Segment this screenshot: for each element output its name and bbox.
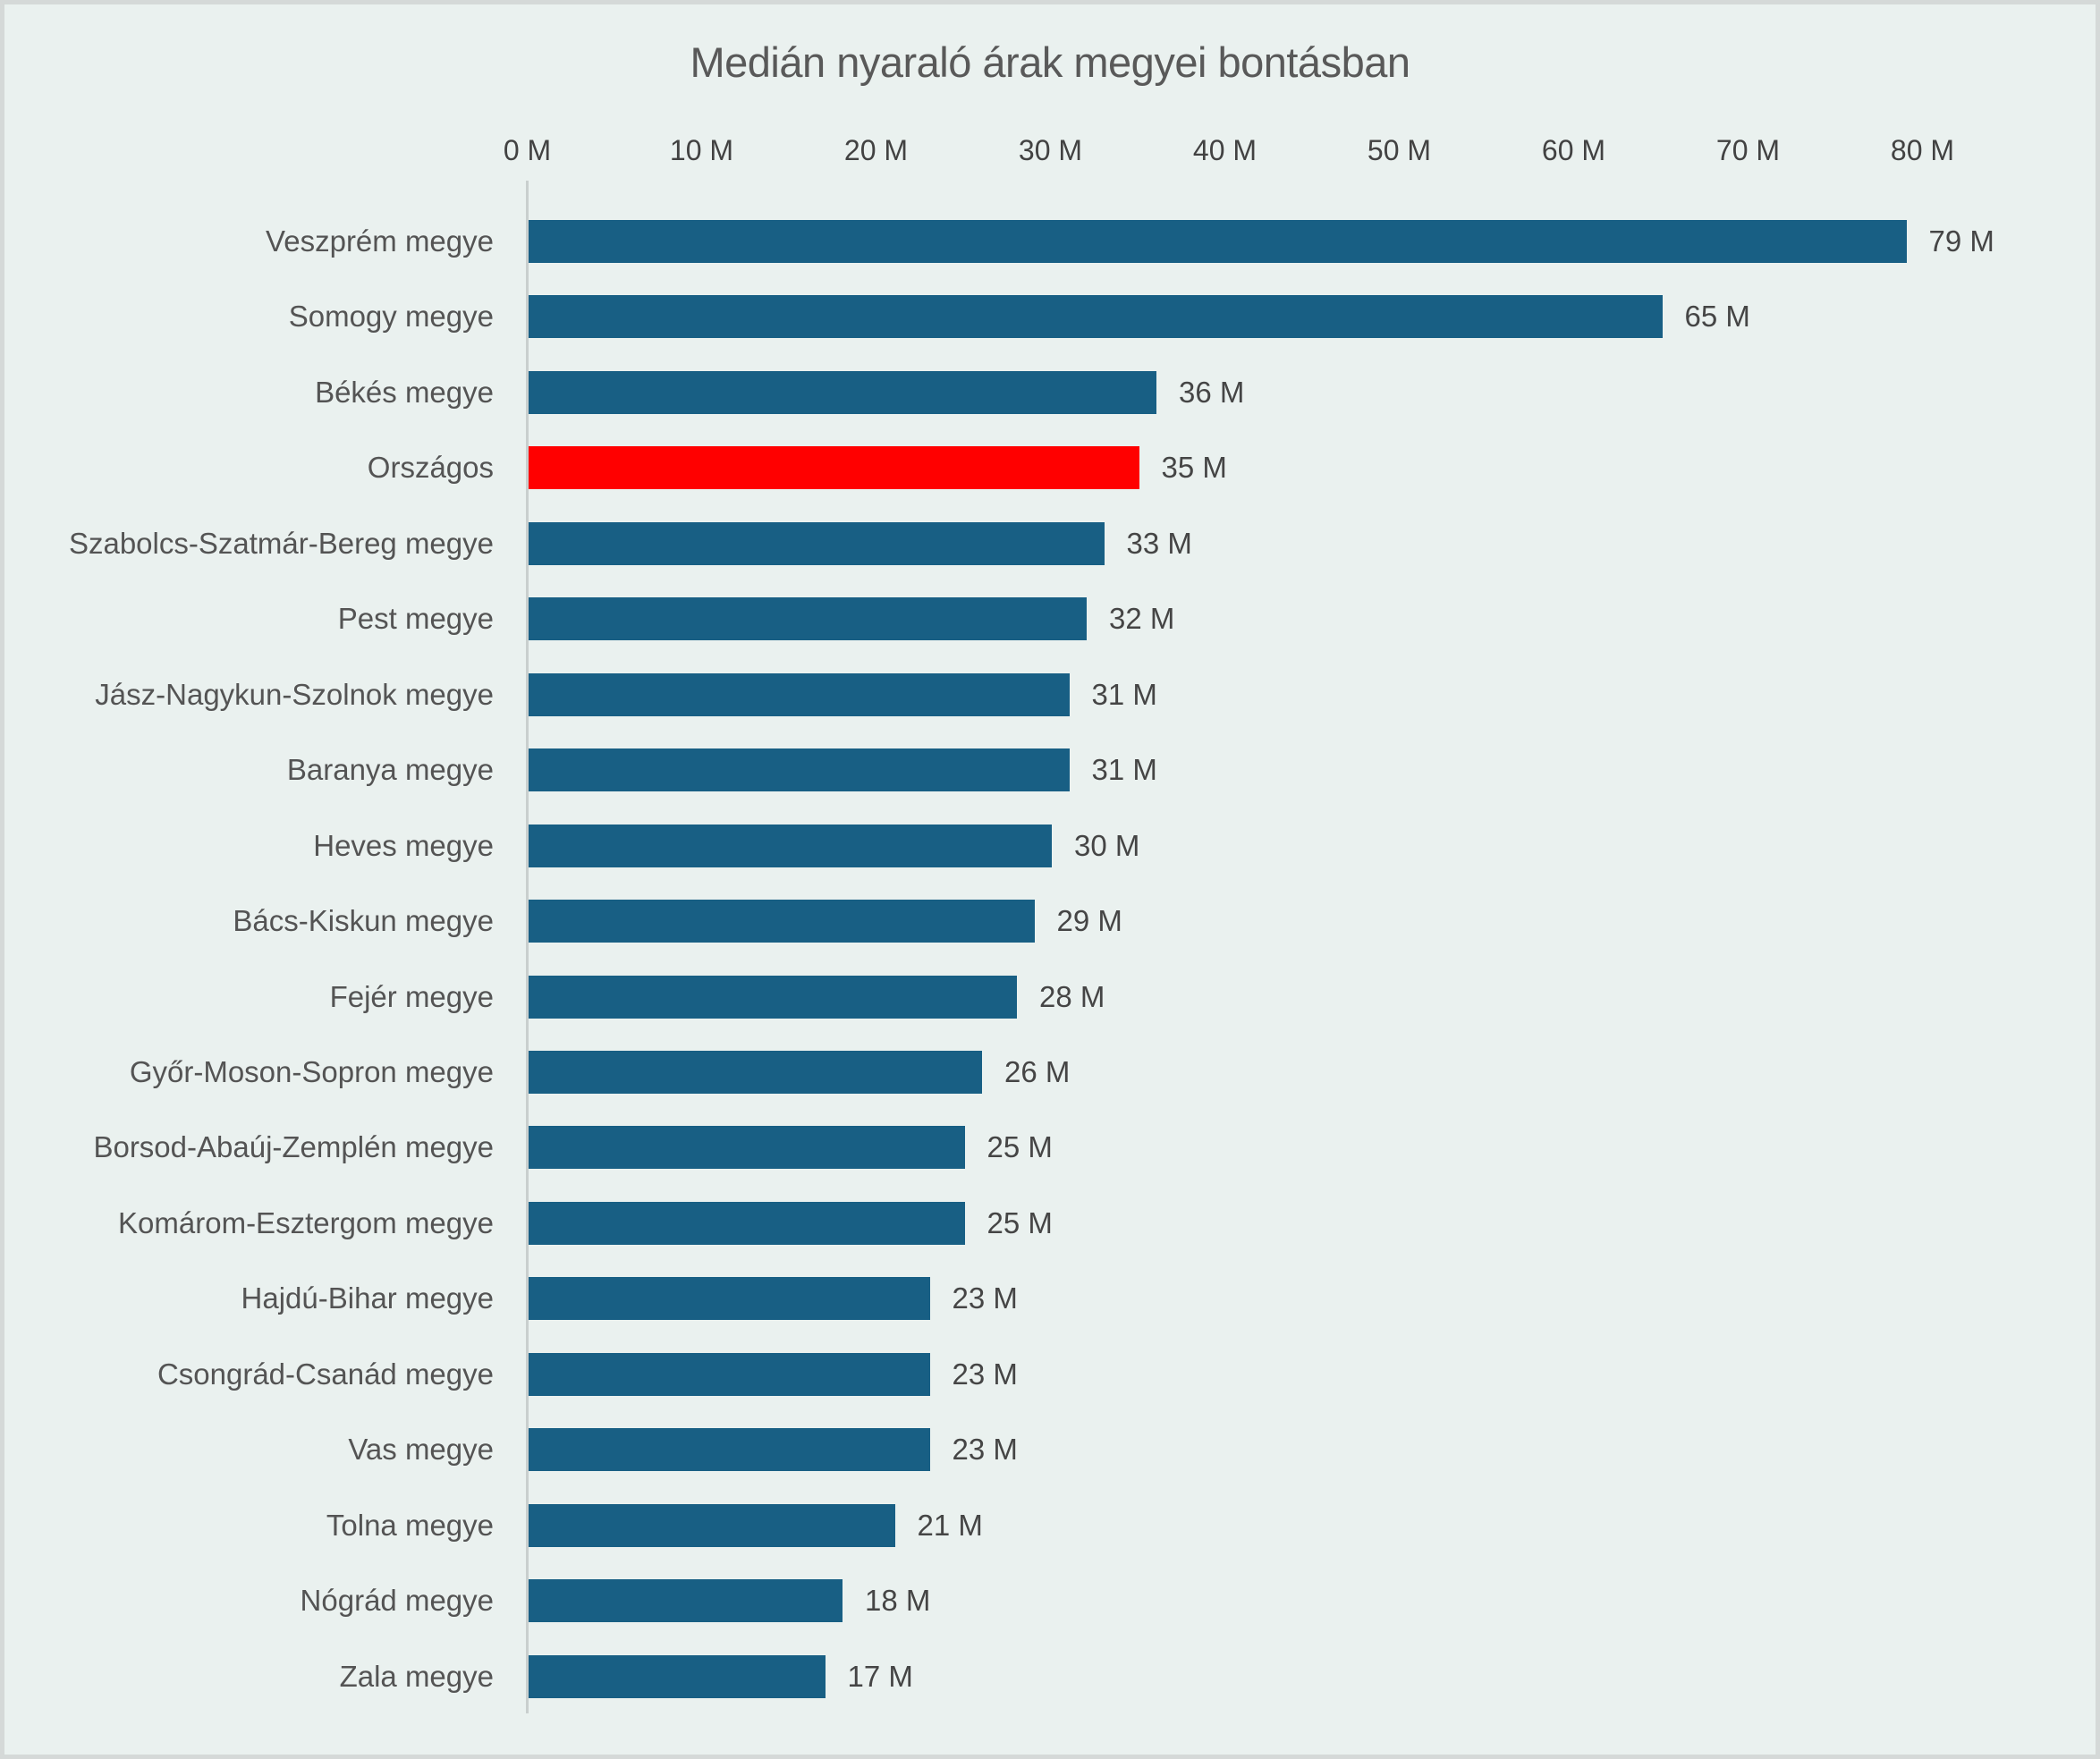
bar-row: Szabolcs-Szatmár-Bereg megye 33 M	[0, 521, 2100, 565]
value-label: 21 M	[917, 1508, 983, 1542]
bar	[529, 220, 1907, 263]
chart-title: Medián nyaraló árak megyei bontásban	[690, 38, 1410, 86]
x-axis-tick-label: 40 M	[1192, 134, 1257, 166]
value-label: 30 M	[1074, 828, 1140, 862]
x-axis-tick-label: 0 M	[503, 134, 552, 166]
bar-row: Jász-Nagykun-Szolnok megye 31 M	[0, 672, 2100, 716]
category-label: Heves megye	[313, 828, 494, 862]
category-label: Nógrád megye	[300, 1584, 494, 1618]
category-label: Pest megye	[337, 602, 494, 636]
x-axis-tick-label: 10 M	[669, 134, 734, 166]
value-label: 25 M	[986, 1205, 1053, 1239]
bar-row: Nógrád megye 18 M	[0, 1579, 2100, 1623]
bar	[529, 824, 1052, 867]
bar	[529, 295, 1663, 339]
bar	[529, 900, 1035, 943]
value-label: 35 M	[1161, 451, 1227, 485]
value-label: 29 M	[1056, 904, 1122, 938]
bar	[529, 748, 1070, 792]
x-axis-tick-label: 70 M	[1715, 134, 1781, 166]
category-label: Zala megye	[339, 1659, 494, 1693]
x-axis-tick-label: 50 M	[1367, 134, 1432, 166]
category-label: Csongrád-Csanád megye	[157, 1357, 494, 1391]
bar-row: Veszprém megye 79 M	[0, 220, 2100, 263]
bar	[529, 975, 1017, 1019]
bar-row: Baranya megye 31 M	[0, 748, 2100, 792]
bar-row: Bács-Kiskun megye 29 M	[0, 900, 2100, 943]
bar-row: Tolna megye 21 M	[0, 1503, 2100, 1547]
bar	[529, 1428, 930, 1472]
bar	[529, 1503, 895, 1547]
bar-row: Komárom-Esztergom megye 25 M	[0, 1201, 2100, 1245]
bar-row: Békés megye 36 M	[0, 370, 2100, 414]
category-label: Országos	[367, 451, 494, 485]
category-label: Győr-Moson-Sopron megye	[129, 1054, 494, 1088]
value-label: 33 M	[1126, 526, 1192, 560]
bar-row: Pest megye 32 M	[0, 597, 2100, 641]
value-label: 23 M	[952, 1281, 1018, 1315]
value-label: 31 M	[1091, 753, 1157, 787]
bar	[529, 672, 1070, 716]
bar-row: Borsod-Abaúj-Zemplén megye 25 M	[0, 1126, 2100, 1170]
bar	[529, 1654, 826, 1698]
category-label: Veszprém megye	[266, 224, 494, 258]
category-label: Jász-Nagykun-Szolnok megye	[95, 677, 494, 711]
x-axis: 0 M 10 M 20 M 30 M 40 M 50 M 60 M 70 M 80 M	[0, 134, 2100, 170]
x-axis-tick-label: 30 M	[1018, 134, 1083, 166]
value-label: 65 M	[1684, 300, 1750, 334]
value-label: 18 M	[865, 1584, 931, 1618]
bar-row: Vas megye 23 M	[0, 1428, 2100, 1472]
bar-row: Csongrád-Csanád megye 23 M	[0, 1352, 2100, 1396]
x-axis-tick-label: 20 M	[843, 134, 909, 166]
category-label: Békés megye	[315, 375, 494, 409]
bar-row: Heves megye 30 M	[0, 824, 2100, 867]
bar	[529, 370, 1156, 414]
value-label: 23 M	[952, 1433, 1018, 1467]
y-axis-line	[526, 181, 529, 1713]
category-label: Vas megye	[348, 1433, 494, 1467]
value-label: 26 M	[1004, 1054, 1071, 1088]
value-label: 79 M	[1928, 224, 1994, 258]
category-label: Bács-Kiskun megye	[233, 904, 494, 938]
category-label: Fejér megye	[329, 979, 494, 1013]
bar	[529, 1126, 965, 1170]
value-label: 17 M	[847, 1659, 913, 1693]
value-label: 32 M	[1109, 602, 1175, 636]
bar-row: Hajdú-Bihar megye 23 M	[0, 1277, 2100, 1321]
bar-row: Somogy megye 65 M	[0, 295, 2100, 339]
value-label: 23 M	[952, 1357, 1018, 1391]
value-label: 28 M	[1039, 979, 1105, 1013]
bar	[529, 1579, 843, 1623]
bar-row: Országos 35 M	[0, 446, 2100, 490]
x-axis-tick-label: 80 M	[1890, 134, 1955, 166]
value-label: 25 M	[986, 1130, 1053, 1164]
category-label: Szabolcs-Szatmár-Bereg megye	[68, 526, 494, 560]
bar	[529, 1201, 965, 1245]
category-label: Baranya megye	[286, 753, 494, 787]
value-label: 31 M	[1091, 677, 1157, 711]
category-label: Borsod-Abaúj-Zemplén megye	[93, 1130, 494, 1164]
category-label: Somogy megye	[288, 300, 494, 334]
x-axis-tick-label: 60 M	[1541, 134, 1606, 166]
bar	[529, 597, 1087, 641]
bar-row: Győr-Moson-Sopron megye 26 M	[0, 1050, 2100, 1094]
category-label: Komárom-Esztergom megye	[118, 1205, 494, 1239]
category-label: Tolna megye	[326, 1508, 494, 1542]
bar	[529, 521, 1105, 565]
bar-row: Fejér megye 28 M	[0, 975, 2100, 1019]
bar	[529, 1277, 930, 1321]
bar	[529, 1352, 930, 1396]
category-label: Hajdú-Bihar megye	[241, 1281, 494, 1315]
value-label: 36 M	[1179, 375, 1245, 409]
bar-highlighted	[529, 446, 1139, 490]
bar	[529, 1050, 982, 1094]
bar-row: Zala megye 17 M	[0, 1654, 2100, 1698]
